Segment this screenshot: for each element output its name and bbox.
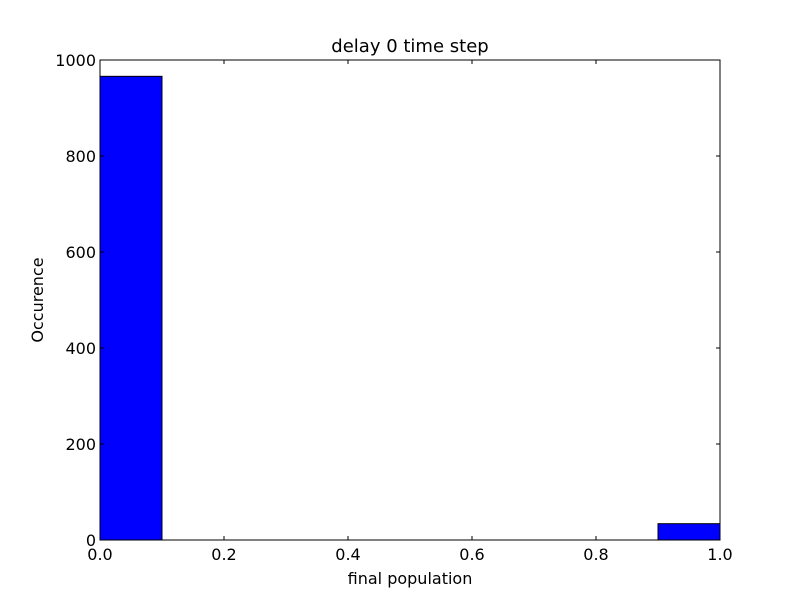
y-tick-label-0: 0 (86, 531, 96, 550)
y-tick-label-1: 200 (65, 435, 96, 454)
chart-title: delay 0 time step (331, 36, 488, 57)
histogram-bar-9 (657, 523, 721, 541)
y-tick-label-5: 1000 (55, 51, 96, 70)
x-tick-label-3: 0.6 (459, 545, 484, 564)
tick-labels: 0.0 0.2 0.4 0.6 0.8 1.0 0 200 400 600 800 1000 (55, 51, 732, 564)
x-tick-label-5: 1.0 (707, 545, 732, 564)
x-tick-label-1: 0.2 (211, 545, 236, 564)
y-axis-label: Occurence (28, 257, 47, 342)
x-tick-label-0: 0.0 (87, 545, 112, 564)
x-tick-label-2: 0.4 (335, 545, 360, 564)
histogram-bars (99, 75, 721, 541)
histogram-bar-0 (99, 75, 163, 541)
y-tick-label-3: 600 (65, 243, 96, 262)
x-axis-label: final population (348, 569, 473, 588)
y-tick-label-2: 400 (65, 339, 96, 358)
plot-area (100, 60, 720, 540)
y-tick-label-4: 800 (65, 147, 96, 166)
plot-frame (99, 59, 721, 541)
x-tick-label-4: 0.8 (583, 545, 608, 564)
